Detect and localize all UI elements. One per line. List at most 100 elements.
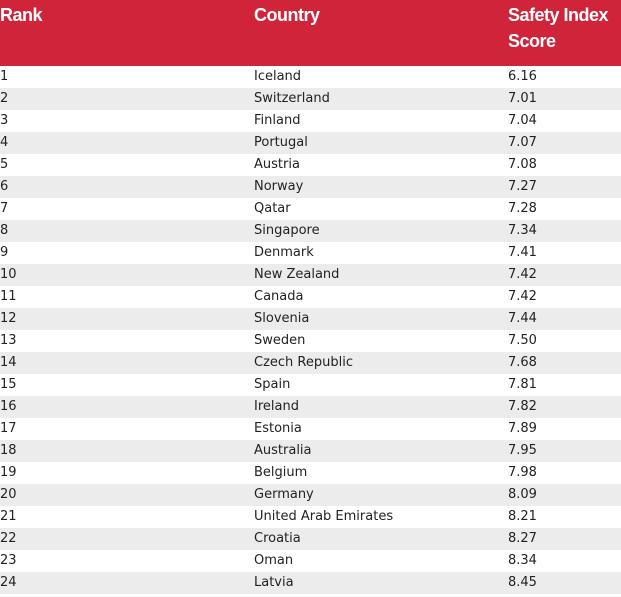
table-cell: Iceland (254, 69, 302, 84)
table-cell: 8.21 (508, 509, 537, 524)
table-cell: Switzerland (254, 91, 330, 106)
table-cell: Croatia (254, 531, 301, 546)
table-cell: Finland (254, 113, 301, 128)
header-cell: Safety Index Score (508, 5, 609, 51)
table-cell: 20 (0, 487, 17, 502)
table-cell: Germany (254, 487, 314, 502)
table-cell: Latvia (254, 575, 294, 590)
table-cell: Estonia (254, 421, 302, 436)
table-cell: Qatar (254, 201, 291, 216)
table-cell: Oman (254, 553, 294, 568)
table-row: 24 Latvia 8.45 (0, 572, 621, 594)
table-cell: 7.98 (508, 465, 537, 480)
table-cell: 7.42 (508, 289, 537, 304)
table-row: 4 Portugal 7.07 (0, 132, 621, 154)
table-cell: 22 (0, 531, 17, 546)
table-row: 15 Spain 7.81 (0, 374, 621, 396)
table-cell: 13 (0, 333, 17, 348)
table-cell: 7.50 (508, 333, 537, 348)
header-cell: Country (254, 5, 320, 25)
table-cell: 8.27 (508, 531, 537, 546)
table-cell: 7.82 (508, 399, 537, 414)
table-cell: 8.45 (508, 575, 537, 590)
table-cell: 8.09 (508, 487, 537, 502)
table-row: 6 Norway 7.27 (0, 176, 621, 198)
table-cell: 7.01 (508, 91, 537, 106)
table-cell: Czech Republic (254, 355, 353, 370)
table-cell: 7.89 (508, 421, 537, 436)
table-cell: 3 (0, 113, 9, 128)
table-cell: 7.08 (508, 157, 537, 172)
table-cell: 24 (0, 575, 17, 590)
table-row: 12 Slovenia 7.44 (0, 308, 621, 330)
table-row: 7 Qatar 7.28 (0, 198, 621, 220)
table-cell: Australia (254, 443, 312, 458)
table-cell: Norway (254, 179, 304, 194)
table-row: 22 Croatia 8.27 (0, 528, 621, 550)
table-cell: Singapore (254, 223, 320, 238)
table-cell: Sweden (254, 333, 306, 348)
table-cell: 15 (0, 377, 17, 392)
table-cell: 21 (0, 509, 17, 524)
table-cell: 16 (0, 399, 17, 414)
table-cell: 4 (0, 135, 9, 150)
table-cell: Canada (254, 289, 304, 304)
table-cell: 23 (0, 553, 17, 568)
table-cell: 7.41 (508, 245, 537, 260)
table-cell: 9 (0, 245, 9, 260)
table-cell: 7.68 (508, 355, 537, 370)
table-row: 23 Oman 8.34 (0, 550, 621, 572)
table-row: 2 Switzerland 7.01 (0, 88, 621, 110)
table-cell: Spain (254, 377, 291, 392)
table-cell: 7.42 (508, 267, 537, 282)
table-cell: 5 (0, 157, 9, 172)
table-cell: Portugal (254, 135, 308, 150)
table-row: 5 Austria 7.08 (0, 154, 621, 176)
table-cell: Denmark (254, 245, 314, 260)
table-cell: 8 (0, 223, 9, 238)
table-cell: Ireland (254, 399, 299, 414)
table-cell: 7.44 (508, 311, 537, 326)
table-cell: 18 (0, 443, 17, 458)
table-row: 14 Czech Republic 7.68 (0, 352, 621, 374)
table-row: 9 Denmark 7.41 (0, 242, 621, 264)
table-cell: 7.07 (508, 135, 537, 150)
table-cell: 7.04 (508, 113, 537, 128)
table-row: 13 Sweden 7.50 (0, 330, 621, 352)
table-cell: 6.16 (508, 69, 537, 84)
table-cell: 7 (0, 201, 9, 216)
table-cell: 7.95 (508, 443, 537, 458)
table-cell: 7.28 (508, 201, 537, 216)
table-row: 17 Estonia 7.89 (0, 418, 621, 440)
table-cell: United Arab Emirates (254, 509, 394, 524)
table-row: 8 Singapore 7.34 (0, 220, 621, 242)
table-cell: Austria (254, 157, 300, 172)
table-cell: 10 (0, 267, 17, 282)
table-cell: 6 (0, 179, 9, 194)
table-row: 19 Belgium 7.98 (0, 462, 621, 484)
table-row: 11 Canada 7.42 (0, 286, 621, 308)
table-cell: 7.34 (508, 223, 537, 238)
table-cell: Slovenia (254, 311, 310, 326)
table-cell: 14 (0, 355, 17, 370)
table-row: 16 Ireland 7.82 (0, 396, 621, 418)
table-cell: 7.81 (508, 377, 537, 392)
table-cell: 11 (0, 289, 17, 304)
table-cell: 1 (0, 69, 9, 84)
table-cell: 8.34 (508, 553, 537, 568)
table-cell: 19 (0, 465, 17, 480)
table-row: 20 Germany 8.09 (0, 484, 621, 506)
table-row: 21 United Arab Emirates 8.21 (0, 506, 621, 528)
table-cell: New Zealand (254, 267, 340, 282)
table-cell: 2 (0, 91, 9, 106)
table-row: 18 Australia 7.95 (0, 440, 621, 462)
table-header: Rank Country Safety Index Score (0, 0, 621, 66)
table-cell: 17 (0, 421, 17, 436)
table-row: 10 New Zealand 7.42 (0, 264, 621, 286)
table-cell: 7.27 (508, 179, 537, 194)
table-cell: Belgium (254, 465, 308, 480)
table-cell: 12 (0, 311, 17, 326)
table-row: 1 Iceland 6.16 (0, 66, 621, 88)
